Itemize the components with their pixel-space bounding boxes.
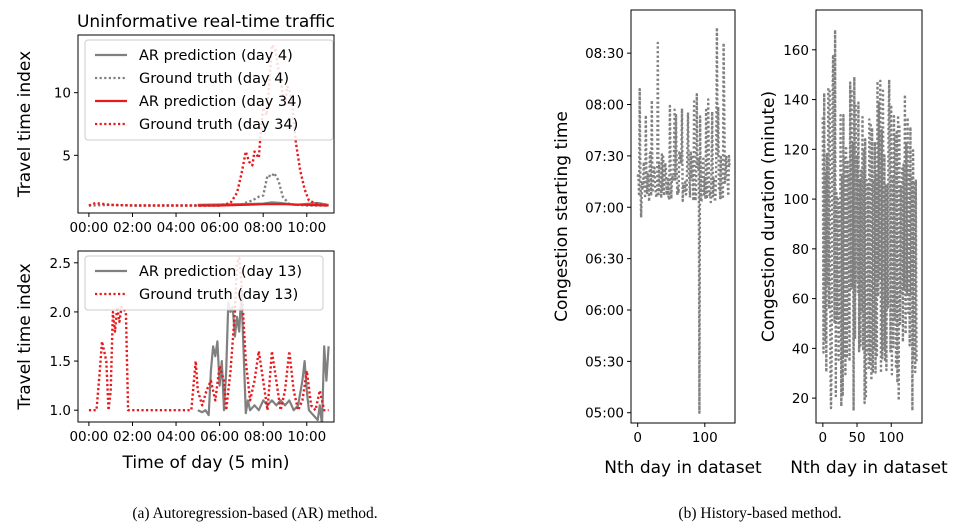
x-tick-label: 10:00 bbox=[287, 429, 326, 445]
x-tick-label: 00:00 bbox=[69, 220, 108, 236]
y-tick-label: 07:00 bbox=[585, 200, 624, 216]
legend-label: Ground truth (day 4) bbox=[139, 71, 289, 87]
axes-frame bbox=[815, 9, 923, 424]
caption-a: (a) Autoregression-based (AR) method. bbox=[132, 505, 377, 522]
ar-day13-chart: 00:00 02:00 04:00 06:00 08:00 10:00 1.0 1.5 2.0 2… bbox=[15, 250, 335, 473]
y-tick-label: 120 bbox=[783, 142, 809, 158]
y-tick-label: 160 bbox=[783, 43, 809, 59]
y-tick-label: 06:30 bbox=[585, 252, 624, 268]
axes-frame bbox=[77, 34, 335, 214]
y-tick-label: 08:30 bbox=[585, 46, 624, 62]
y-tick-label: 80 bbox=[792, 242, 809, 258]
series-line-1 bbox=[88, 171, 329, 207]
x-tick-label: 04:00 bbox=[157, 429, 196, 445]
legend-label: Ground truth (day 34) bbox=[139, 117, 298, 133]
y-tick-label: 10 bbox=[54, 86, 71, 102]
x-tick-label: 04:00 bbox=[157, 220, 196, 236]
x-tick-label: 02:00 bbox=[113, 220, 152, 236]
series-line-1 bbox=[88, 256, 329, 412]
x-tick-label: 100 bbox=[878, 430, 904, 446]
x-tick-label: 08:00 bbox=[244, 220, 283, 236]
x-tick-label: 02:00 bbox=[113, 429, 152, 445]
y-axis-label: Travel time index bbox=[15, 263, 35, 410]
y-tick-label: 2.0 bbox=[50, 305, 71, 321]
legend-label: AR prediction (day 34) bbox=[139, 94, 302, 110]
legend-label: AR prediction (day 13) bbox=[139, 264, 302, 280]
y-tick-label: 08:00 bbox=[585, 98, 624, 114]
series-line-2 bbox=[197, 203, 329, 207]
x-tick-label: 10:00 bbox=[287, 220, 326, 236]
x-tick-label: 50 bbox=[848, 430, 865, 446]
series-line-0 bbox=[197, 291, 330, 422]
series-line-0 bbox=[636, 26, 731, 414]
x-axis-label: Nth day in dataset bbox=[604, 458, 762, 478]
y-tick-label: 5 bbox=[62, 148, 71, 164]
x-tick-label: 100 bbox=[692, 430, 718, 446]
x-axis-label: Time of day (5 min) bbox=[121, 453, 289, 473]
congestion-start-chart: 0 100 05:00 05:30 06:00 06:30 07:00 07:30 08:00 0… bbox=[552, 9, 762, 478]
y-tick-label: 140 bbox=[783, 93, 809, 109]
x-tick-label: 0 bbox=[633, 430, 642, 446]
y-tick-label: 20 bbox=[792, 391, 809, 407]
x-tick-label: 06:00 bbox=[200, 429, 239, 445]
axes-frame bbox=[77, 250, 335, 423]
y-axis-label: Congestion starting time bbox=[552, 111, 572, 322]
y-tick-label: 07:30 bbox=[585, 149, 624, 165]
y-axis-label: Congestion duration (minute) bbox=[759, 91, 779, 342]
legend-box bbox=[84, 255, 324, 311]
x-tick-label: 0 bbox=[819, 430, 828, 446]
caption-b: (b) History-based method. bbox=[678, 505, 841, 522]
x-axis-label: Nth day in dataset bbox=[790, 458, 948, 478]
plot-area bbox=[821, 28, 918, 412]
ar-uninformative-chart: 00:00 02:00 04:00 06:00 08:00 10:00 5 10 Uninfor… bbox=[15, 12, 335, 236]
plot-area bbox=[88, 256, 330, 422]
y-tick-label: 2.5 bbox=[50, 256, 71, 272]
x-tick-label: 00:00 bbox=[69, 429, 108, 445]
y-tick-label: 05:00 bbox=[585, 406, 624, 422]
series-line-0 bbox=[821, 28, 918, 412]
x-tick-label: 08:00 bbox=[244, 429, 283, 445]
y-tick-label: 1.5 bbox=[50, 354, 71, 370]
legend-label: Ground truth (day 13) bbox=[139, 287, 298, 303]
y-tick-label: 40 bbox=[792, 341, 809, 357]
congestion-duration-chart: 0 50 100 20 40 60 80 100 120 140 160 Nth day in dat… bbox=[759, 9, 948, 478]
y-tick-label: 1.0 bbox=[50, 403, 71, 419]
legend-label: AR prediction (day 4) bbox=[139, 48, 293, 64]
axes-frame bbox=[630, 9, 736, 424]
plot-area bbox=[636, 26, 731, 414]
y-axis-label: Travel time index bbox=[15, 51, 35, 198]
y-tick-label: 05:30 bbox=[585, 354, 624, 370]
y-tick-label: 100 bbox=[783, 192, 809, 208]
legend-box bbox=[84, 39, 334, 141]
y-tick-label: 06:00 bbox=[585, 303, 624, 319]
chart-title: Uninformative real-time traffic bbox=[77, 12, 335, 32]
x-tick-label: 06:00 bbox=[200, 220, 239, 236]
y-tick-label: 60 bbox=[792, 292, 809, 308]
